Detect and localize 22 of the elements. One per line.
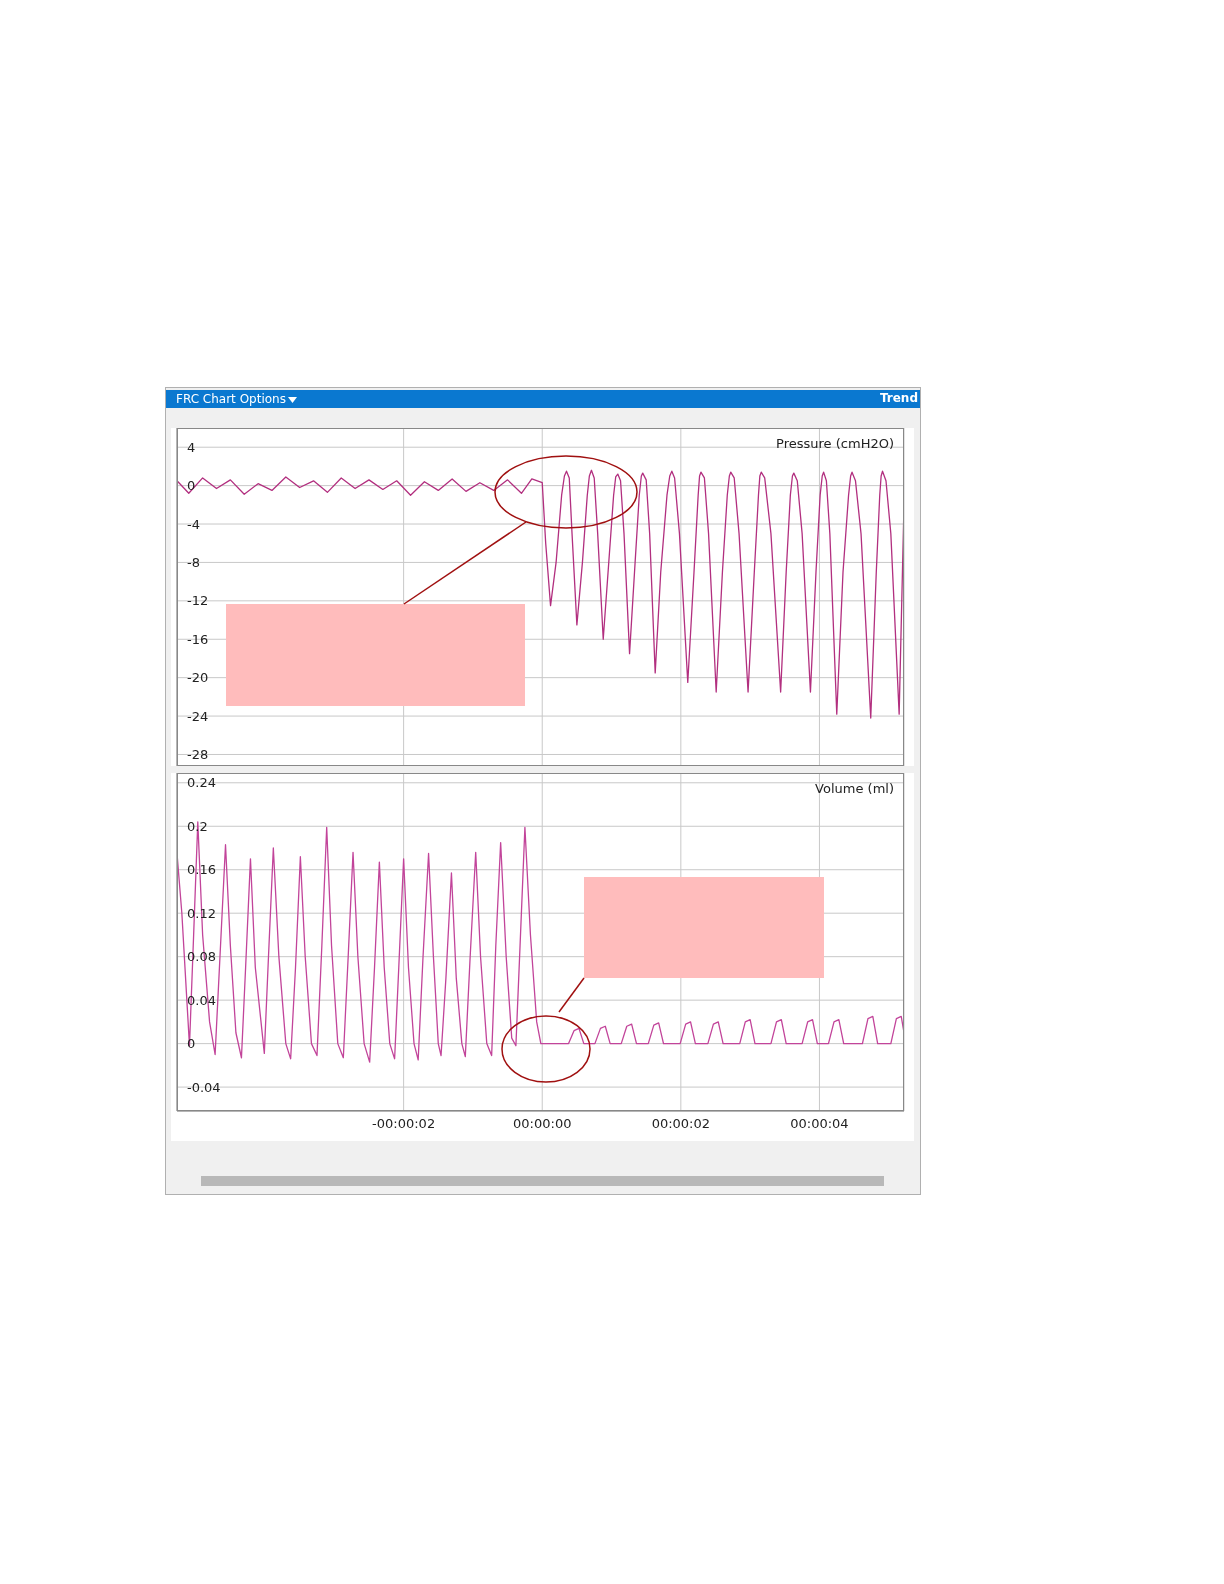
y-tick-label: -24 bbox=[187, 708, 209, 724]
y-tick-label: 0.24 bbox=[187, 775, 216, 791]
y-tick-label: -8 bbox=[187, 555, 200, 571]
y-tick-label: -0.04 bbox=[187, 1079, 221, 1095]
line-series bbox=[177, 821, 904, 1063]
y-tick-label: -16 bbox=[187, 631, 209, 647]
x-tick-label: 00:00:02 bbox=[651, 1116, 711, 1132]
y-tick-label: -28 bbox=[187, 747, 209, 763]
y-tick-label: 4 bbox=[187, 439, 196, 455]
x-tick-label: 00:00:04 bbox=[790, 1116, 849, 1132]
text: Trend bbox=[879, 391, 918, 405]
y-tick-label: -4 bbox=[187, 516, 200, 532]
text: FRC Chart Options bbox=[176, 392, 286, 406]
y-tick-label: -20 bbox=[187, 670, 209, 686]
y-tick-label: 0 bbox=[187, 1036, 196, 1052]
x-tick-label: -00:00:02 bbox=[372, 1116, 436, 1132]
line-series bbox=[177, 469, 904, 719]
y-tick-label: -12 bbox=[187, 593, 209, 609]
y-axis-title: Volume (ml) bbox=[815, 781, 894, 796]
x-tick-label: 00:00:00 bbox=[513, 1116, 572, 1132]
y-tick-label: 0 bbox=[187, 478, 196, 494]
y-axis-title: Pressure (cmH2O) bbox=[776, 436, 894, 451]
